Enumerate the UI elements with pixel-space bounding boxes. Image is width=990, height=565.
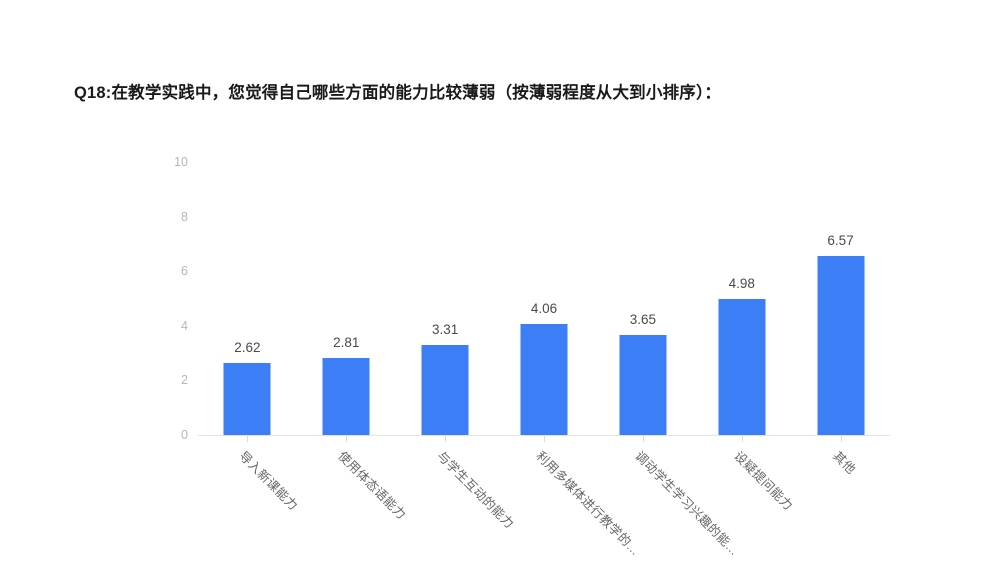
y-axis: 0 2 4 6 8 10 <box>150 0 188 565</box>
x-axis-category-label: 使用体态语能力 <box>335 448 409 523</box>
x-axis-tick <box>346 436 348 442</box>
x-axis-tick <box>840 436 842 442</box>
bar[interactable] <box>421 344 469 435</box>
x-axis-category-label: 导入新课能力 <box>236 448 301 514</box>
x-axis-tick <box>741 436 743 442</box>
bar-value-label: 6.57 <box>827 232 854 248</box>
bar-value-label: 4.98 <box>728 276 755 292</box>
y-axis-tick-label: 8 <box>181 209 188 224</box>
bar-value-label: 4.06 <box>530 301 558 317</box>
bar[interactable] <box>223 363 271 435</box>
bar-group[interactable]: 4.06 <box>496 162 592 435</box>
page-title: Q18:在教学实践中，您觉得自己哪些方面的能力比较薄弱（按薄弱程度从大到小排序）… <box>74 84 722 102</box>
bar-value-label: 2.62 <box>234 340 261 356</box>
x-axis-tick <box>642 436 644 442</box>
bar-value-label: 3.31 <box>432 321 459 337</box>
x-axis-tick <box>544 436 545 442</box>
x-axis-category-label: 调动学生学习兴趣的能… <box>632 448 742 559</box>
x-axis-category-label: 与学生互动的能力 <box>434 448 517 532</box>
y-axis-tick-label: 0 <box>181 428 188 442</box>
x-axis-category-label: 利用多媒体进行教学的… <box>533 448 643 559</box>
x-axis-category-label: 其他 <box>829 448 858 477</box>
bar-value-label: 3.65 <box>629 312 656 328</box>
bar-group[interactable]: 2.62 <box>199 162 295 435</box>
bar[interactable] <box>718 299 766 435</box>
bar-group[interactable]: 6.57 <box>793 162 889 435</box>
x-axis-tick <box>247 436 249 442</box>
bar-group[interactable]: 2.81 <box>298 162 394 435</box>
x-axis-category-label: 设疑提问能力 <box>730 448 796 514</box>
y-axis-tick-label: 10 <box>174 155 188 169</box>
plot-area: 2.62 2.81 3.31 4.06 3.65 4.98 6.57 <box>198 162 890 435</box>
bar-group[interactable]: 4.98 <box>694 162 790 435</box>
x-axis-tick <box>445 436 447 442</box>
y-axis-tick-label: 6 <box>181 264 188 279</box>
bar[interactable] <box>520 324 568 435</box>
bar[interactable] <box>322 358 370 435</box>
bar-group[interactable]: 3.31 <box>397 162 493 435</box>
x-axis-line <box>198 435 890 436</box>
bar-group[interactable]: 3.65 <box>595 162 691 435</box>
bar[interactable] <box>817 255 865 435</box>
y-axis-tick-label: 2 <box>181 373 188 388</box>
bar[interactable] <box>619 335 667 435</box>
y-axis-tick-label: 4 <box>181 318 188 333</box>
bar-value-label: 2.81 <box>333 335 360 351</box>
